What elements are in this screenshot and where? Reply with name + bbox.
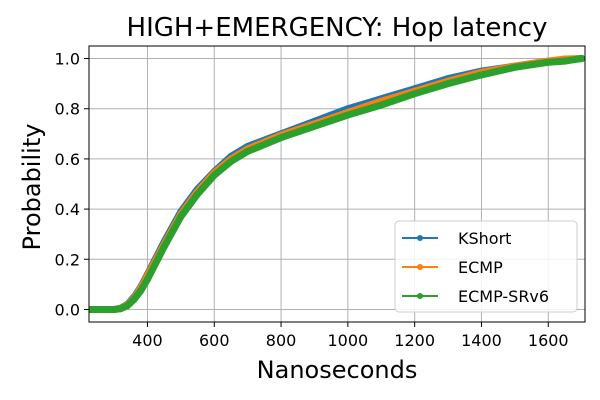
- series-point: [110, 306, 118, 313]
- y-axis-label: Probability: [18, 124, 46, 251]
- series-point: [578, 55, 585, 62]
- plot-frame: [88, 45, 586, 323]
- x-ticks: 400 600 800 1000 1200 1400 1600: [132, 322, 569, 350]
- x-tick-label: 1600: [528, 331, 569, 350]
- series-point: [130, 295, 138, 303]
- series-point: [117, 305, 125, 313]
- legend-marker: [417, 235, 423, 241]
- series-point: [344, 111, 352, 119]
- series-point: [544, 58, 552, 66]
- series-point: [160, 243, 168, 251]
- series-point: [478, 71, 485, 79]
- chart-title: HIGH+EMERGENCY: Hop latency: [127, 13, 548, 43]
- series-point: [137, 287, 145, 295]
- y-tick-label: 1.0: [55, 50, 80, 69]
- series-point: [561, 57, 569, 65]
- y-ticks: 0.0 0.2 0.4 0.6 0.8 1.0: [55, 50, 89, 319]
- x-tick-label: 400: [132, 331, 163, 350]
- x-axis-label: Nanoseconds: [257, 356, 418, 384]
- series-point: [311, 122, 318, 130]
- series-point: [227, 157, 235, 165]
- legend-marker: [417, 293, 423, 299]
- series-point: [277, 134, 285, 142]
- legend-label: ECMP: [458, 258, 503, 277]
- legend: KShort ECMP ECMP-SRv6: [394, 220, 578, 313]
- x-tick-label: 1200: [394, 331, 435, 350]
- legend-label: ECMP-SRv6: [458, 287, 549, 306]
- series-point: [177, 213, 185, 221]
- series-point: [210, 171, 218, 179]
- series-point: [377, 101, 385, 109]
- grid: [89, 46, 585, 322]
- y-tick-label: 0.4: [55, 200, 80, 219]
- x-tick-label: 800: [266, 331, 297, 350]
- legend-box: [394, 220, 578, 313]
- series-point: [511, 63, 519, 71]
- y-tick-label: 0.6: [55, 150, 80, 169]
- legend-label: KShort: [458, 229, 511, 248]
- x-tick-label: 600: [199, 331, 230, 350]
- series-layer: [89, 55, 585, 313]
- series-point: [411, 90, 419, 98]
- y-tick-label: 0.0: [55, 300, 80, 319]
- series-point: [194, 190, 202, 198]
- series-point: [244, 147, 252, 155]
- y-tick-label: 0.2: [55, 250, 80, 269]
- series-point: [144, 275, 151, 283]
- series-point: [123, 302, 131, 310]
- legend-marker: [417, 264, 423, 270]
- y-tick-label: 0.8: [55, 100, 80, 119]
- series-point: [444, 80, 452, 88]
- series-clip-group: [89, 55, 585, 313]
- x-tick-label: 1000: [327, 331, 368, 350]
- series-point: [89, 306, 93, 313]
- x-tick-label: 1400: [461, 331, 502, 350]
